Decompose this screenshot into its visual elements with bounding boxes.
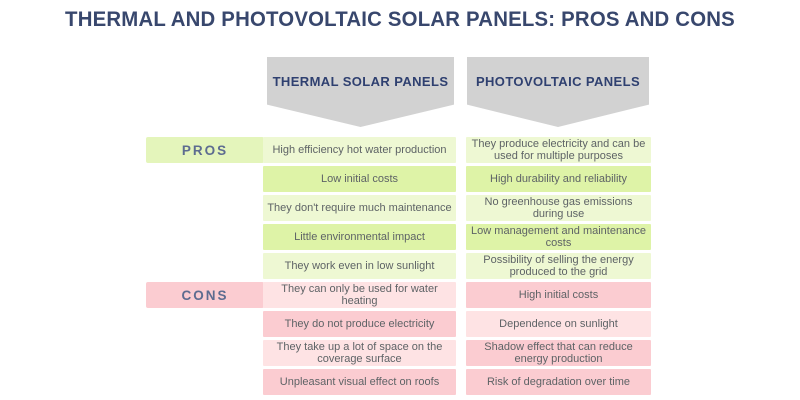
photovoltaic-pro-cell: Low management and maintenance costs [466,224,651,250]
photovoltaic-con-cell: Dependence on sunlight [466,311,651,337]
thermal-pro-cell: High efficiency hot water production [263,137,456,163]
column-header-thermal-banner: THERMAL SOLAR PANELS [267,57,454,127]
photovoltaic-column: They produce electricity and can be used… [466,137,651,398]
thermal-pro-cell: They work even in low sunlight [263,253,456,279]
photovoltaic-pro-cell: They produce electricity and can be used… [466,137,651,163]
photovoltaic-pro-cell: High durability and reliability [466,166,651,192]
thermal-pro-cell: They don't require much maintenance [263,195,456,221]
thermal-con-cell: Unpleasant visual effect on roofs [263,369,456,395]
photovoltaic-pro-cell: Possibility of selling the energy produc… [466,253,651,279]
thermal-con-cell: They do not produce electricity [263,311,456,337]
thermal-con-cell: They take up a lot of space on the cover… [263,340,456,366]
photovoltaic-con-cell: High initial costs [466,282,651,308]
page-title: THERMAL AND PHOTOVOLTAIC SOLAR PANELS: P… [65,8,735,31]
thermal-column: High efficiency hot water production Low… [263,137,456,398]
photovoltaic-pro-cell: No greenhouse gas emissions during use [466,195,651,221]
thermal-pro-cell: Low initial costs [263,166,456,192]
photovoltaic-con-cell: Shadow effect that can reduce energy pro… [466,340,651,366]
photovoltaic-con-cell: Risk of degradation over time [466,369,651,395]
column-header-photovoltaic-label: PHOTOVOLTAIC PANELS [475,73,641,89]
pros-label: PROS [146,137,264,163]
thermal-pro-cell: Little environmental impact [263,224,456,250]
column-header-photovoltaic-banner: PHOTOVOLTAIC PANELS [467,57,649,127]
cons-label: CONS [146,282,264,308]
column-header-thermal-label: THERMAL SOLAR PANELS [272,73,449,89]
thermal-con-cell: They can only be used for water heating [263,282,456,308]
